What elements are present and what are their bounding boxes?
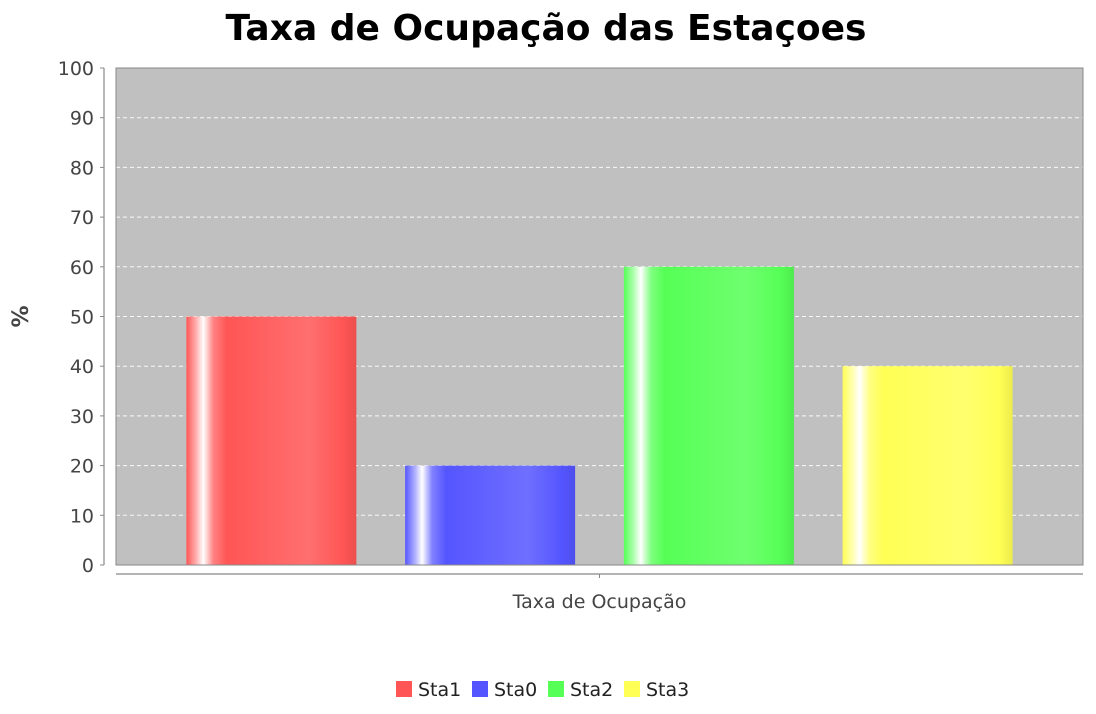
y-axis-title: % <box>9 305 34 327</box>
bar-sta0 <box>405 465 576 565</box>
legend-swatch <box>548 681 564 697</box>
bar-sta2 <box>623 266 794 565</box>
plot-frame <box>115 67 1084 566</box>
legend-label: Sta2 <box>570 679 613 701</box>
y-tick-label: 60 <box>70 257 94 279</box>
y-tick-label: 20 <box>70 456 94 478</box>
y-tick-label: 40 <box>70 356 94 378</box>
y-tick-label: 30 <box>70 406 94 428</box>
legend: Sta1 Sta0 Sta2 Sta3 <box>396 679 689 701</box>
y-tick-label: 90 <box>70 108 94 130</box>
y-tick-label: 80 <box>70 157 94 179</box>
y-tick-label: 10 <box>70 505 94 527</box>
bar-sta1 <box>186 316 357 565</box>
legend-label: Sta3 <box>646 679 689 701</box>
legend-item-sta3: Sta3 <box>624 679 689 701</box>
legend-label: Sta0 <box>494 679 537 701</box>
bar-sta3 <box>842 366 1013 565</box>
y-tick-label: 100 <box>58 58 94 80</box>
axes: 0 10 20 30 40 50 60 70 80 90 100 Taxa de Ocupação <box>58 58 1084 613</box>
y-tick-label: 70 <box>70 207 94 229</box>
y-tick-label: 0 <box>82 555 94 577</box>
legend-swatch <box>472 681 488 697</box>
bars <box>186 266 1013 565</box>
legend-item-sta2: Sta2 <box>548 679 613 701</box>
legend-label: Sta1 <box>418 679 461 701</box>
legend-swatch <box>624 681 640 697</box>
legend-item-sta1: Sta1 <box>396 679 461 701</box>
y-tick-label: 50 <box>70 307 94 329</box>
x-category-label: Taxa de Ocupação <box>512 591 687 613</box>
legend-item-sta0: Sta0 <box>472 679 537 701</box>
legend-swatch <box>396 681 412 697</box>
chart-title: Taxa de Ocupação das Estaçoes <box>226 8 867 49</box>
